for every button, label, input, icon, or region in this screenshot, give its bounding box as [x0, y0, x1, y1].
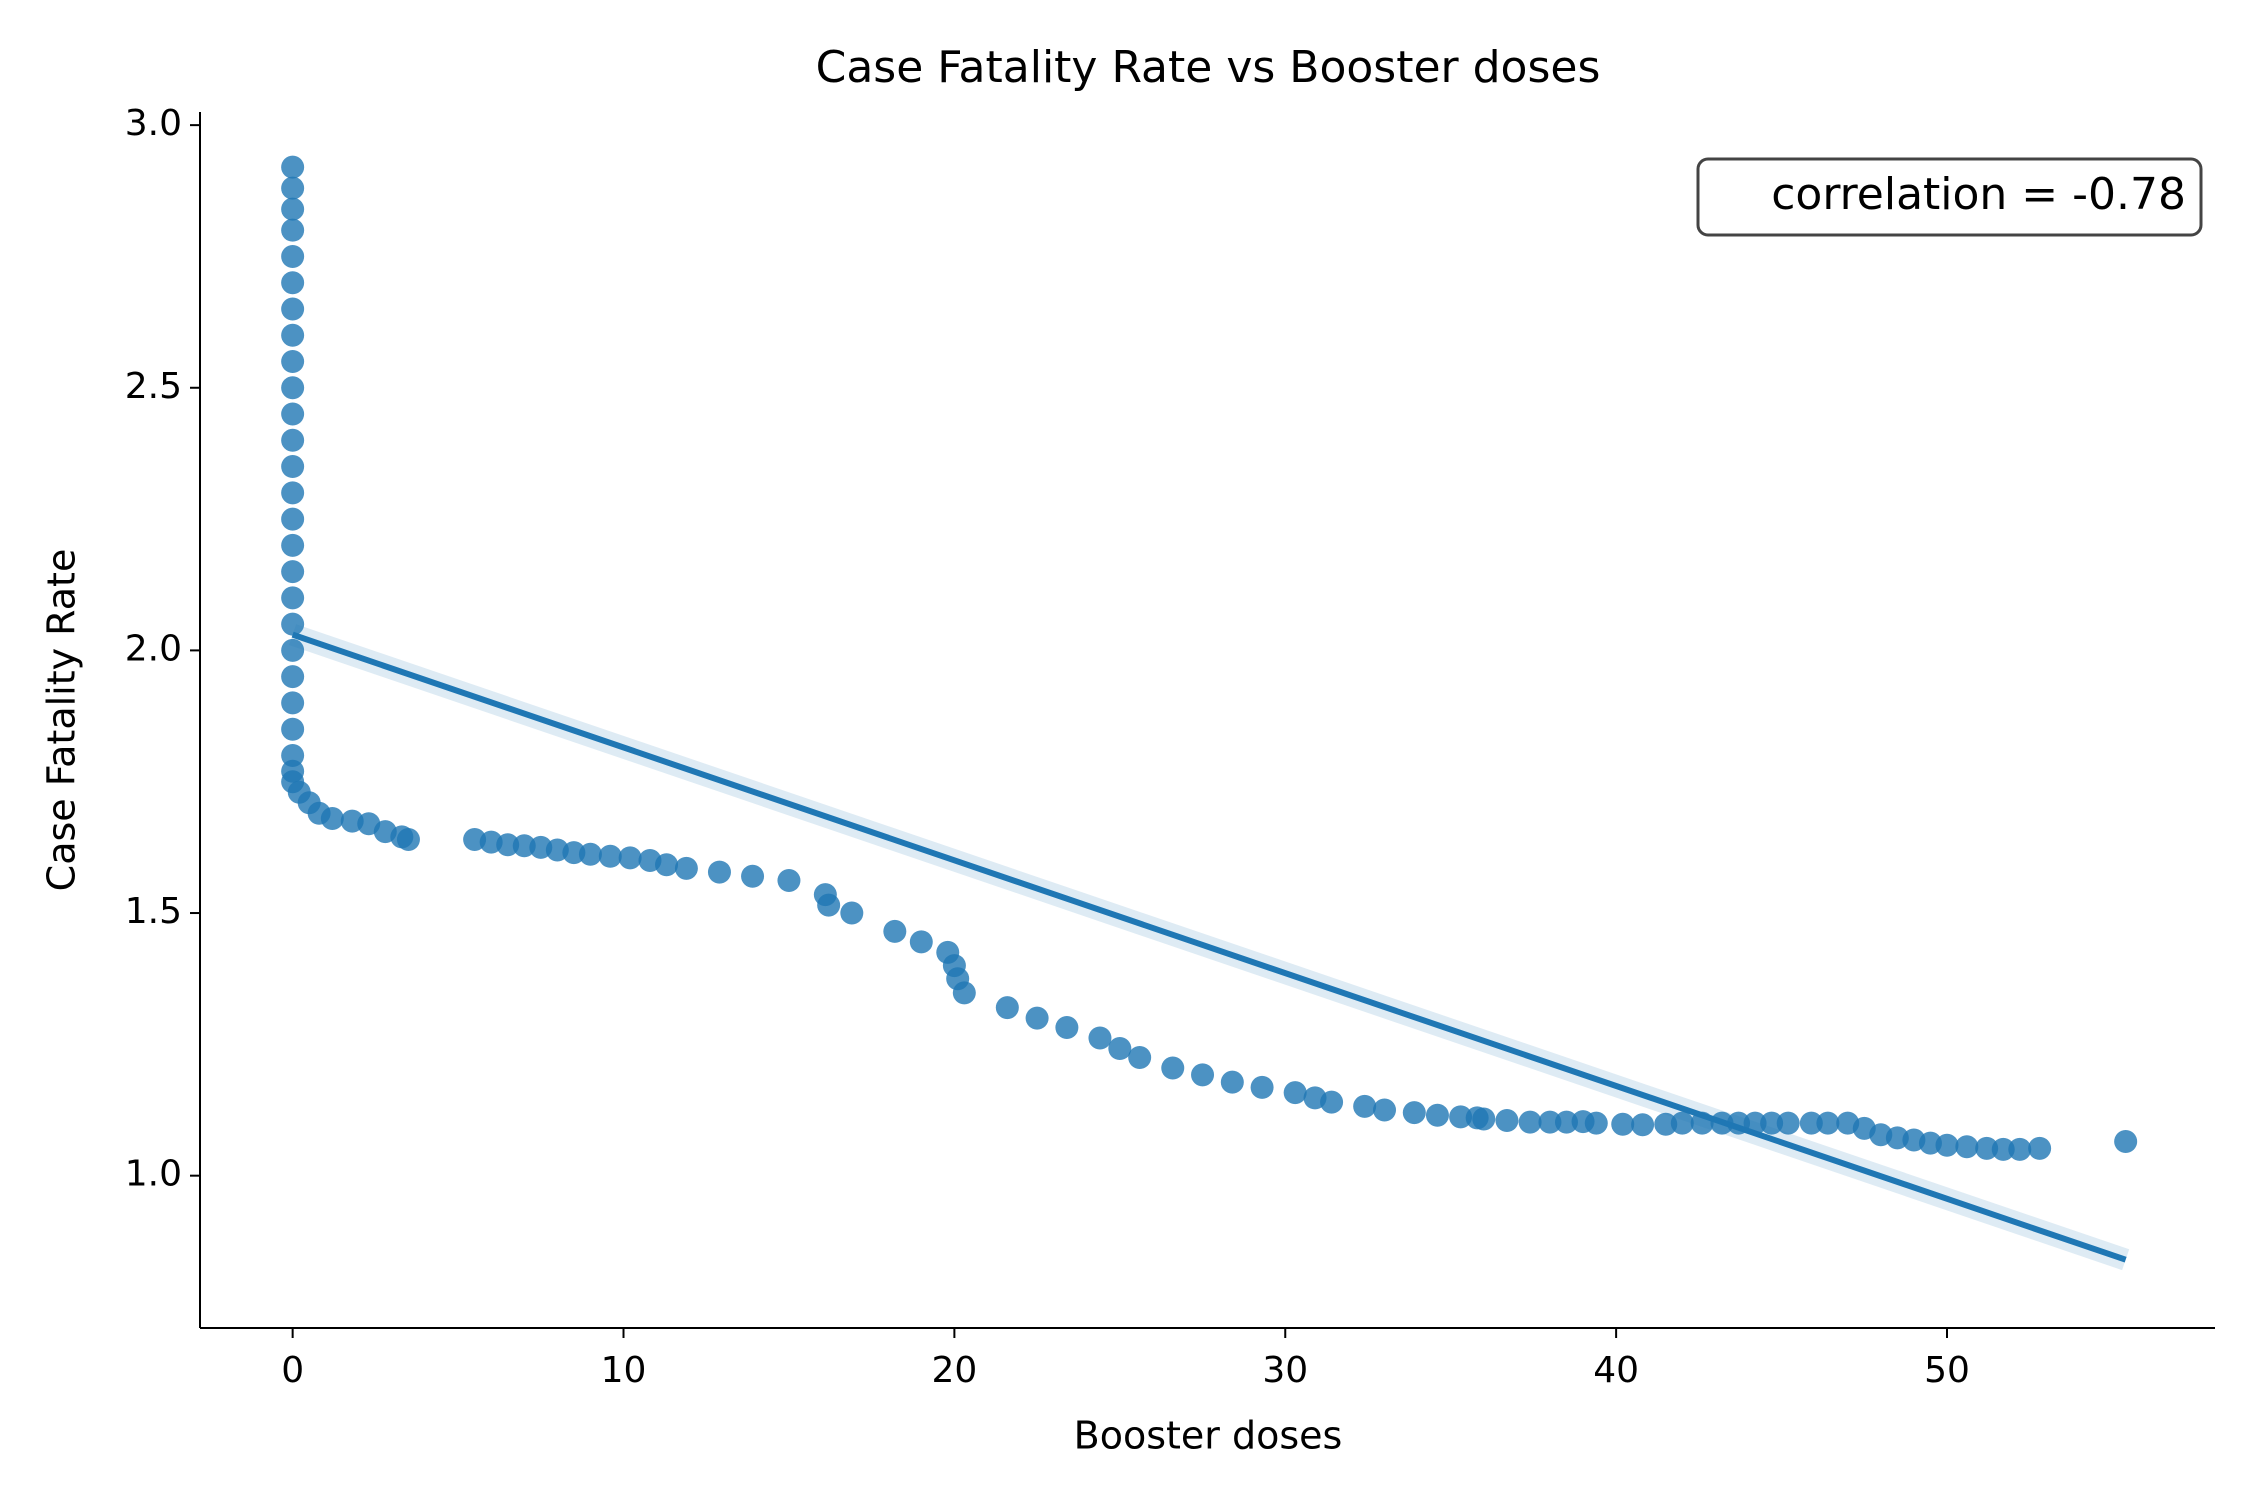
scatter-point: [512, 834, 536, 858]
scatter-point: [2028, 1136, 2052, 1160]
x-tick-label: 10: [601, 1350, 647, 1391]
scatter-point: [909, 930, 933, 954]
scatter-point: [1088, 1026, 1112, 1050]
scatter-point: [952, 981, 976, 1005]
x-axis-label: Booster doses: [1074, 1414, 1343, 1458]
scatter-point: [817, 893, 841, 917]
scatter-point: [496, 833, 520, 857]
scatter-point: [655, 853, 679, 877]
scatter-point: [578, 842, 602, 866]
scatter-point: [1495, 1109, 1519, 1133]
scatter-point: [1654, 1112, 1678, 1136]
scatter-point: [281, 665, 305, 689]
scatter-point: [1631, 1113, 1655, 1137]
scatter-point: [777, 868, 801, 892]
scatter-point: [281, 586, 305, 610]
y-tick-label: 2.5: [125, 366, 182, 407]
scatter-point: [281, 560, 305, 584]
scatter-point: [598, 844, 622, 868]
scatter-point: [1373, 1098, 1397, 1122]
scatter-point: [1128, 1045, 1152, 1069]
x-tick-label: 30: [1262, 1350, 1308, 1391]
scatter-point: [618, 846, 642, 870]
scatter-point: [281, 612, 305, 636]
scatter-point: [1760, 1111, 1784, 1135]
scatter-point: [1191, 1063, 1215, 1087]
scatter-point: [1554, 1110, 1578, 1134]
scatter-point: [1161, 1056, 1185, 1080]
scatter-point: [281, 155, 305, 179]
scatter-point: [1975, 1136, 1999, 1160]
scatter-point: [281, 244, 305, 268]
scatter-point: [1538, 1110, 1562, 1134]
scatter-point: [281, 350, 305, 374]
scatter-point: [1449, 1105, 1473, 1129]
scatter-point: [281, 197, 305, 221]
scatter-point: [396, 827, 420, 851]
scatter-point: [281, 376, 305, 400]
scatter-point: [281, 323, 305, 347]
annotation-box: [1696, 157, 2203, 237]
scatter-point: [707, 860, 731, 884]
scatter-point: [281, 402, 305, 426]
scatter-point: [840, 901, 864, 925]
y-tick-label: 1.5: [125, 891, 182, 932]
y-axis-label: Case Fatality Rate: [40, 549, 84, 892]
x-tick-label: 0: [281, 1350, 304, 1391]
scatter-point: [1816, 1111, 1840, 1135]
scatter-point: [1283, 1081, 1307, 1105]
scatter-point: [320, 806, 344, 830]
scatter-point: [281, 533, 305, 557]
scatter-point: [281, 481, 305, 505]
scatter-point: [1220, 1070, 1244, 1094]
scatter-point: [281, 176, 305, 200]
chart-title: Case Fatality Rate vs Booster doses: [816, 42, 1601, 93]
scatter-point: [995, 996, 1019, 1020]
scatter-point: [281, 743, 305, 767]
scatter-point: [281, 691, 305, 715]
scatter-point: [2008, 1137, 2032, 1161]
scatter-point: [281, 717, 305, 741]
scatter-point: [1425, 1103, 1449, 1127]
scatter-point: [562, 841, 586, 865]
scatter-point: [281, 297, 305, 321]
regression-line: [291, 631, 2127, 1263]
annotation: correlation = -0.78: [1771, 169, 2186, 220]
y-tick-label: 2.0: [125, 628, 182, 669]
scatter-point: [1955, 1135, 1979, 1159]
scatter-point: [2114, 1130, 2138, 1154]
scatter-point: [1991, 1137, 2015, 1161]
scatter-point: [883, 919, 907, 943]
scatter-point: [1584, 1111, 1608, 1135]
scatter-point: [1250, 1075, 1274, 1099]
scatter-point: [1472, 1107, 1496, 1131]
scatter-point: [281, 428, 305, 452]
scatter-point: [1776, 1111, 1800, 1135]
scatter-point: [1402, 1101, 1426, 1125]
x-tick-label: 50: [1924, 1350, 1970, 1391]
scatter-point: [1670, 1111, 1694, 1135]
scatter-point: [1025, 1006, 1049, 1030]
scatter-point: [281, 455, 305, 479]
scatter-point: [281, 638, 305, 662]
scatter-point: [1518, 1110, 1542, 1134]
scatter-point: [281, 507, 305, 531]
x-tick-label: 40: [1593, 1350, 1639, 1391]
scatter-point: [1055, 1016, 1079, 1040]
scatter-point: [1611, 1112, 1635, 1136]
scatter-point: [1353, 1094, 1377, 1118]
scatter-point: [741, 864, 765, 888]
scatter-point: [674, 856, 698, 880]
scatter-point: [1935, 1133, 1959, 1157]
x-tick-label: 20: [931, 1350, 977, 1391]
y-tick-label: 3.0: [125, 103, 182, 144]
scatter-point: [1108, 1037, 1132, 1061]
scatter-point: [1799, 1111, 1823, 1135]
scatter-point: [281, 218, 305, 242]
scatter-point: [1320, 1090, 1344, 1114]
y-tick-label: 1.0: [125, 1154, 182, 1195]
scatter-point: [281, 271, 305, 295]
